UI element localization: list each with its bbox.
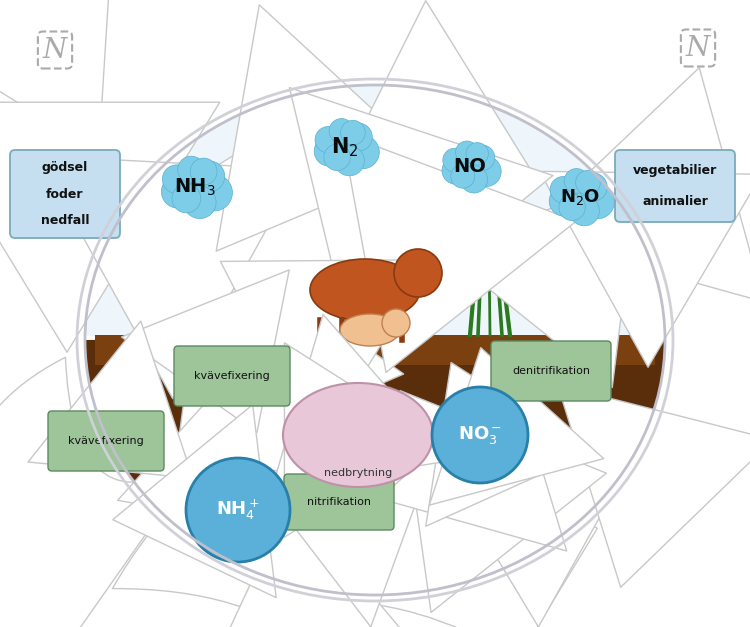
Text: nedfall: nedfall (40, 214, 89, 226)
Circle shape (442, 148, 466, 172)
Circle shape (455, 141, 478, 164)
Text: animalier: animalier (642, 195, 708, 208)
Circle shape (559, 194, 585, 221)
Circle shape (329, 119, 354, 143)
Text: nitrifikation: nitrifikation (307, 497, 371, 507)
Text: NO: NO (454, 157, 487, 176)
Circle shape (186, 458, 290, 562)
Circle shape (466, 142, 488, 165)
Circle shape (184, 186, 216, 219)
Text: gödsel: gödsel (42, 162, 88, 174)
Circle shape (322, 122, 368, 168)
Ellipse shape (340, 314, 400, 346)
Circle shape (579, 173, 608, 201)
Text: kvävefixering: kvävefixering (68, 436, 144, 446)
Circle shape (334, 146, 364, 176)
Text: NH$_4^+$: NH$_4^+$ (216, 498, 260, 522)
Circle shape (449, 144, 491, 186)
Polygon shape (85, 335, 665, 595)
Circle shape (442, 157, 470, 184)
Text: NO$_3^-$: NO$_3^-$ (458, 424, 502, 446)
Circle shape (315, 127, 341, 153)
Circle shape (196, 174, 232, 211)
Circle shape (460, 166, 488, 193)
FancyBboxPatch shape (48, 411, 164, 471)
Text: N: N (43, 36, 68, 63)
FancyBboxPatch shape (491, 341, 611, 401)
Circle shape (170, 160, 220, 210)
Ellipse shape (283, 383, 433, 487)
Circle shape (314, 136, 344, 166)
Text: NH$_3$: NH$_3$ (174, 176, 216, 198)
Circle shape (382, 309, 410, 337)
Ellipse shape (272, 218, 302, 242)
Polygon shape (85, 85, 665, 340)
Circle shape (324, 144, 350, 171)
Circle shape (549, 186, 579, 216)
Ellipse shape (271, 258, 301, 285)
Text: N$_2$O: N$_2$O (560, 187, 600, 207)
FancyBboxPatch shape (174, 346, 290, 406)
Circle shape (346, 135, 380, 169)
Circle shape (190, 158, 217, 185)
FancyBboxPatch shape (284, 474, 394, 530)
Circle shape (394, 249, 442, 297)
Circle shape (564, 169, 589, 193)
Ellipse shape (310, 259, 420, 321)
Circle shape (178, 156, 205, 183)
Circle shape (162, 165, 191, 194)
Circle shape (451, 164, 475, 188)
Circle shape (340, 120, 365, 145)
Circle shape (581, 186, 614, 219)
Text: N: N (686, 34, 710, 61)
Circle shape (432, 387, 528, 483)
Text: denitrifikation: denitrifikation (512, 366, 590, 376)
Text: vegetabilier: vegetabilier (633, 164, 717, 177)
Circle shape (172, 184, 201, 213)
FancyBboxPatch shape (10, 150, 120, 238)
Circle shape (557, 172, 603, 218)
Circle shape (161, 176, 194, 208)
Circle shape (470, 145, 495, 171)
Text: foder: foder (46, 187, 84, 201)
Text: kvävefixering: kvävefixering (194, 371, 270, 381)
Circle shape (575, 171, 600, 195)
Text: nedbrytning: nedbrytning (324, 468, 392, 478)
Circle shape (550, 177, 577, 203)
Circle shape (471, 156, 501, 187)
FancyBboxPatch shape (615, 150, 735, 222)
Text: N$_2$: N$_2$ (332, 135, 358, 159)
Ellipse shape (271, 265, 301, 292)
Circle shape (344, 123, 372, 151)
Polygon shape (95, 335, 655, 365)
Circle shape (569, 196, 599, 226)
Circle shape (194, 161, 225, 192)
